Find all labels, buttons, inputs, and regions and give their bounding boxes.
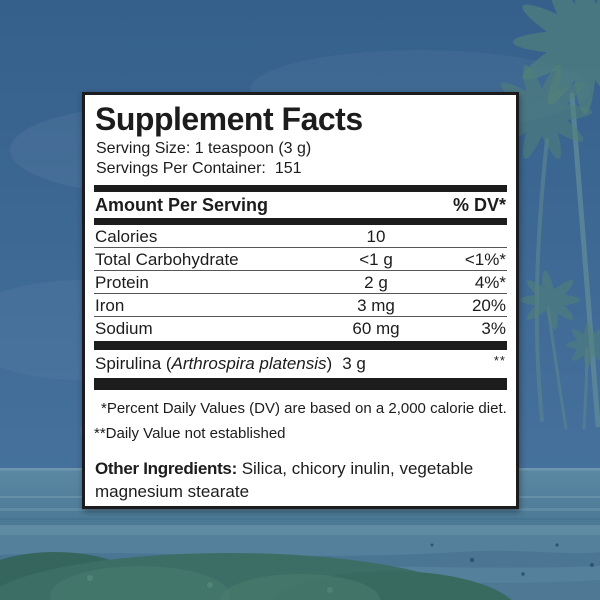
other-ingredients-text: Silica, chicory inulin, vegetable magnes… — [95, 459, 474, 501]
divider-bar — [94, 185, 507, 192]
spirulina-name-prefix: Spirulina ( — [95, 354, 172, 373]
servings-per-container: Servings Per Container: 151 — [96, 159, 507, 179]
nutrient-amount: 10 — [366, 227, 386, 246]
supplement-facts-label: Supplement Facts Serving Size: 1 teaspoo… — [82, 92, 519, 509]
nutrient-row-iron: Iron 3 mg 20% — [94, 294, 507, 317]
footnote-dv-not-established: **Daily Value not established — [94, 425, 286, 442]
nutrient-amount: 60 mg — [352, 319, 400, 338]
nutrient-name: Total Carbohydrate — [95, 250, 239, 269]
nutrient-row-sodium: Sodium 60 mg 3% — [94, 317, 507, 339]
servings-per-container-value: 151 — [274, 160, 302, 177]
nutrient-amount: 3 mg — [357, 296, 395, 315]
other-ingredients-label: Other Ingredients: — [95, 459, 237, 478]
servings-per-container-label: Servings Per Container: — [96, 160, 266, 177]
spirulina-amount: 3 g — [342, 354, 366, 373]
nutrient-dv: 20% — [471, 296, 506, 315]
label-title: Supplement Facts — [95, 101, 363, 137]
amount-per-serving-header: Amount Per Serving % DV* — [94, 192, 507, 217]
divider-bar — [94, 378, 507, 390]
nutrient-table: Calories 10 Total Carbohydrate <1 g <1%*… — [94, 225, 507, 339]
serving-size: Serving Size: 1 teaspoon (3 g) — [96, 140, 312, 157]
nutrient-name: Calories — [95, 227, 158, 246]
nutrient-dv — [436, 226, 506, 247]
nutrient-name: Sodium — [95, 319, 153, 338]
spirulina-row: Spirulina (Arthrospira platensis ) 3 g *… — [94, 350, 507, 378]
nutrient-row-protein: Protein 2 g 4%* — [94, 271, 507, 294]
other-ingredients: Other Ingredients: Silica, chicory inuli… — [95, 457, 507, 503]
nutrient-dv: 3% — [481, 319, 506, 338]
spirulina-latin-name: Arthrospira platensis — [171, 354, 327, 373]
footnote-percent-dv: *Percent Daily Values (DV) are based on … — [101, 400, 507, 417]
palm-trees — [492, 0, 600, 430]
nutrient-row-calories: Calories 10 — [94, 225, 507, 248]
nutrient-row-total-carbohydrate: Total Carbohydrate <1 g <1%* — [94, 248, 507, 271]
nutrient-dv: 4%* — [474, 273, 506, 292]
nutrient-dv: <1%* — [464, 250, 506, 269]
nutrient-name: Protein — [95, 273, 149, 292]
divider-bar — [94, 341, 507, 350]
foliage — [0, 552, 512, 600]
divider-bar — [94, 218, 507, 225]
nutrient-amount: <1 g — [359, 250, 393, 269]
amount-per-serving-title: Amount Per Serving — [95, 195, 269, 215]
nutrient-amount: 2 g — [364, 273, 388, 292]
spirulina-dv-marker: ** — [493, 353, 506, 368]
percent-dv-title: % DV* — [452, 195, 506, 215]
spirulina-name-suffix: ) — [326, 354, 333, 373]
nutrient-name: Iron — [95, 296, 125, 315]
